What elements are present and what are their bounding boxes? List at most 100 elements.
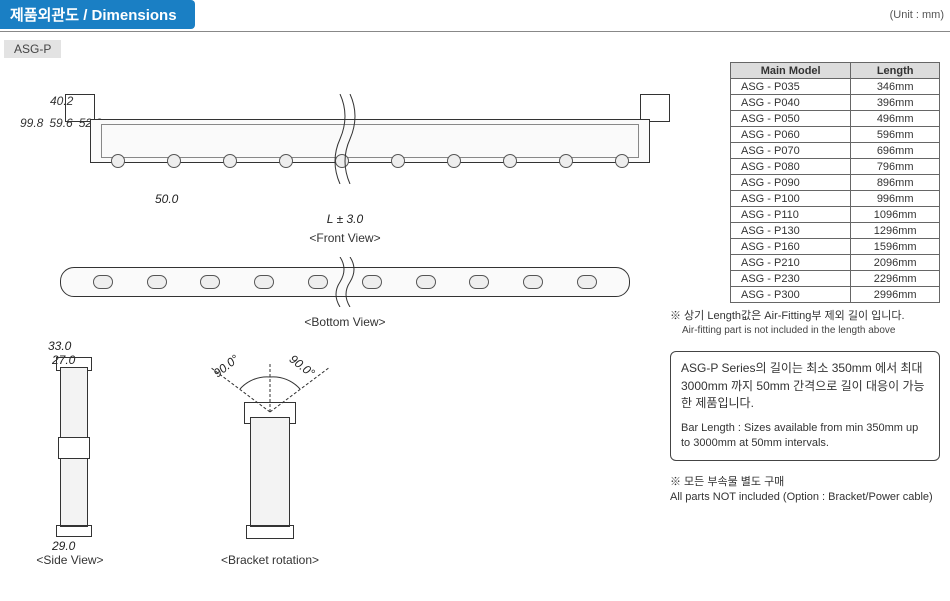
nozzle <box>223 154 237 168</box>
cell-length: 1596mm <box>851 239 940 255</box>
table-row: ASG - P1601596mm <box>731 239 940 255</box>
bottom-nozzle <box>469 275 489 289</box>
cell-model: ASG - P090 <box>731 175 851 191</box>
dim-length: L ± 3.0 <box>327 212 363 226</box>
nozzle <box>167 154 181 168</box>
cell-length: 1096mm <box>851 207 940 223</box>
bottom-view: <Bottom View> <box>60 257 630 327</box>
spec-column: Main Model Length ASG - P035346mmASG - P… <box>660 62 940 505</box>
table-row: ASG - P050496mm <box>731 111 940 127</box>
cell-model: ASG - P100 <box>731 191 851 207</box>
cell-model: ASG - P070 <box>731 143 851 159</box>
table-row: ASG - P035346mm <box>731 79 940 95</box>
title-sep: / <box>83 7 91 24</box>
bracket-rotation-caption: <Bracket rotation> <box>140 553 400 567</box>
table-row: ASG - P040396mm <box>731 95 940 111</box>
table-row: ASG - P060596mm <box>731 127 940 143</box>
cell-model: ASG - P035 <box>731 79 851 95</box>
cell-model: ASG - P050 <box>731 111 851 127</box>
nozzle <box>503 154 517 168</box>
bottom-nozzle <box>200 275 220 289</box>
table-row: ASG - P2102096mm <box>731 255 940 271</box>
table-row: ASG - P1301296mm <box>731 223 940 239</box>
section-title: 제품외관도 / Dimensions <box>0 0 195 29</box>
side-bottom-cap <box>56 525 92 537</box>
bottom-nozzle <box>523 275 543 289</box>
side-view: 33.0 27.0 29.0 <Side View> <box>0 337 140 567</box>
th-length: Length <box>851 63 940 79</box>
cell-length: 2296mm <box>851 271 940 287</box>
bottom-nozzle <box>416 275 436 289</box>
foot-note-ko: ※ 모든 부속물 별도 구매 <box>670 475 940 490</box>
nozzle <box>559 154 573 168</box>
bracket-left <box>65 94 95 122</box>
table-row: ASG - P2302296mm <box>731 271 940 287</box>
break-mark <box>332 94 358 184</box>
cell-length: 396mm <box>851 95 940 111</box>
info-box: ASG-P Series의 길이는 최소 350mm 에서 최대 3000mm … <box>670 351 940 461</box>
cell-length: 896mm <box>851 175 940 191</box>
unit-label: (Unit : mm) <box>890 9 950 21</box>
side-view-caption: <Side View> <box>0 553 140 567</box>
table-row: ASG - P3002996mm <box>731 287 940 303</box>
cell-length: 1296mm <box>851 223 940 239</box>
dim-pitch: 50.0 <box>155 192 178 206</box>
title-en: Dimensions <box>92 7 177 24</box>
bracket-right <box>640 94 670 122</box>
dim-33: 33.0 <box>48 339 71 353</box>
cell-length: 596mm <box>851 127 940 143</box>
cell-length: 496mm <box>851 111 940 127</box>
nozzle <box>615 154 629 168</box>
product-label: ASG-P <box>4 40 61 58</box>
nozzle <box>447 154 461 168</box>
cell-model: ASG - P300 <box>731 287 851 303</box>
side-joint <box>58 437 90 459</box>
bottom-nozzle <box>577 275 597 289</box>
front-view-caption: <Front View> <box>30 231 660 245</box>
table-row: ASG - P1101096mm <box>731 207 940 223</box>
table-row: ASG - P100996mm <box>731 191 940 207</box>
bottom-nozzle <box>362 275 382 289</box>
table-row: ASG - P070696mm <box>731 143 940 159</box>
cell-model: ASG - P110 <box>731 207 851 223</box>
cell-length: 2096mm <box>851 255 940 271</box>
foot-note: ※ 모든 부속물 별도 구매 All parts NOT included (O… <box>670 475 940 505</box>
bracket-foot <box>246 525 294 539</box>
cell-model: ASG - P160 <box>731 239 851 255</box>
cell-model: ASG - P230 <box>731 271 851 287</box>
info-box-ko: ASG-P Series의 길이는 최소 350mm 에서 최대 3000mm … <box>681 360 929 412</box>
cell-model: ASG - P060 <box>731 127 851 143</box>
bracket-body <box>250 417 290 527</box>
bracket-rotation-view: 90.0° 90.0° <Bracket rotation> <box>140 337 400 567</box>
bottom-nozzle <box>308 275 328 289</box>
table-header-row: Main Model Length <box>731 63 940 79</box>
cell-model: ASG - P080 <box>731 159 851 175</box>
break-mark <box>334 257 356 307</box>
nozzle <box>111 154 125 168</box>
lower-row: 33.0 27.0 29.0 <Side View> <box>0 337 660 567</box>
cell-model: ASG - P210 <box>731 255 851 271</box>
bottom-view-caption: <Bottom View> <box>60 315 630 329</box>
cell-length: 696mm <box>851 143 940 159</box>
cell-model: ASG - P130 <box>731 223 851 239</box>
info-box-en: Bar Length : Sizes available from min 35… <box>681 421 929 453</box>
bottom-nozzle <box>93 275 113 289</box>
foot-note-en: All parts NOT included (Option : Bracket… <box>670 490 940 505</box>
title-ko: 제품외관도 <box>10 7 79 24</box>
bottom-nozzle <box>254 275 274 289</box>
cell-length: 996mm <box>851 191 940 207</box>
cell-model: ASG - P040 <box>731 95 851 111</box>
cell-length: 346mm <box>851 79 940 95</box>
cell-length: 2996mm <box>851 287 940 303</box>
bar-inner <box>101 124 639 158</box>
front-view: 40.2 99.8 59.6 52.3 <box>30 64 660 239</box>
bar-body <box>90 119 650 163</box>
nozzle <box>391 154 405 168</box>
length-note: ※ 상기 Length값은 Air-Fitting부 제외 길이 입니다. Ai… <box>670 309 940 337</box>
cell-length: 796mm <box>851 159 940 175</box>
nozzle <box>279 154 293 168</box>
length-note-ko: ※ 상기 Length값은 Air-Fitting부 제외 길이 입니다. <box>670 309 940 324</box>
title-row: 제품외관도 / Dimensions (Unit : mm) <box>0 0 950 32</box>
bottom-nozzle <box>147 275 167 289</box>
drawings-column: 40.2 99.8 59.6 52.3 <box>0 62 660 567</box>
